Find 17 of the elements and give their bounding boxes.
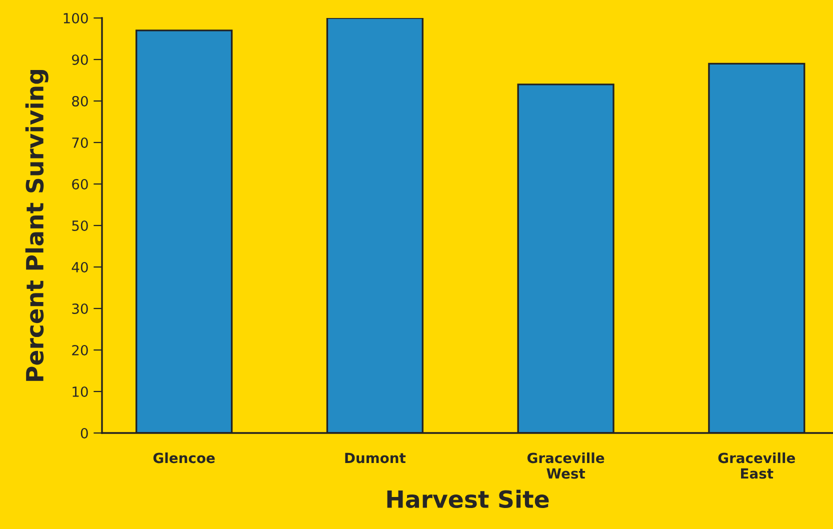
y-tick-label: 80 [72, 96, 88, 106]
y-tick-label: 30 [72, 303, 88, 314]
y-tick-label: 60 [72, 178, 88, 190]
y-tick-label: 50 [72, 220, 88, 231]
y-tick-label: 20 [72, 344, 88, 356]
x-tick-label: Dumont [345, 452, 406, 464]
x-tick-label: Glencoe [153, 452, 215, 464]
y-tick-label: 10 [72, 386, 88, 397]
y-tick-label: 40 [72, 262, 88, 272]
y-tick-label: 70 [72, 137, 88, 148]
y-tick-label: 0 [80, 428, 88, 438]
x-tick-label: Graceville West [527, 452, 604, 479]
x-tick-label: Graceville East [718, 452, 795, 479]
y-axis-title: Percent Plant Surviving [25, 70, 48, 381]
y-tick-label: 90 [72, 54, 88, 65]
x-axis-title: Harvest Site [387, 490, 549, 508]
y-tick-label: 100 [64, 12, 88, 24]
